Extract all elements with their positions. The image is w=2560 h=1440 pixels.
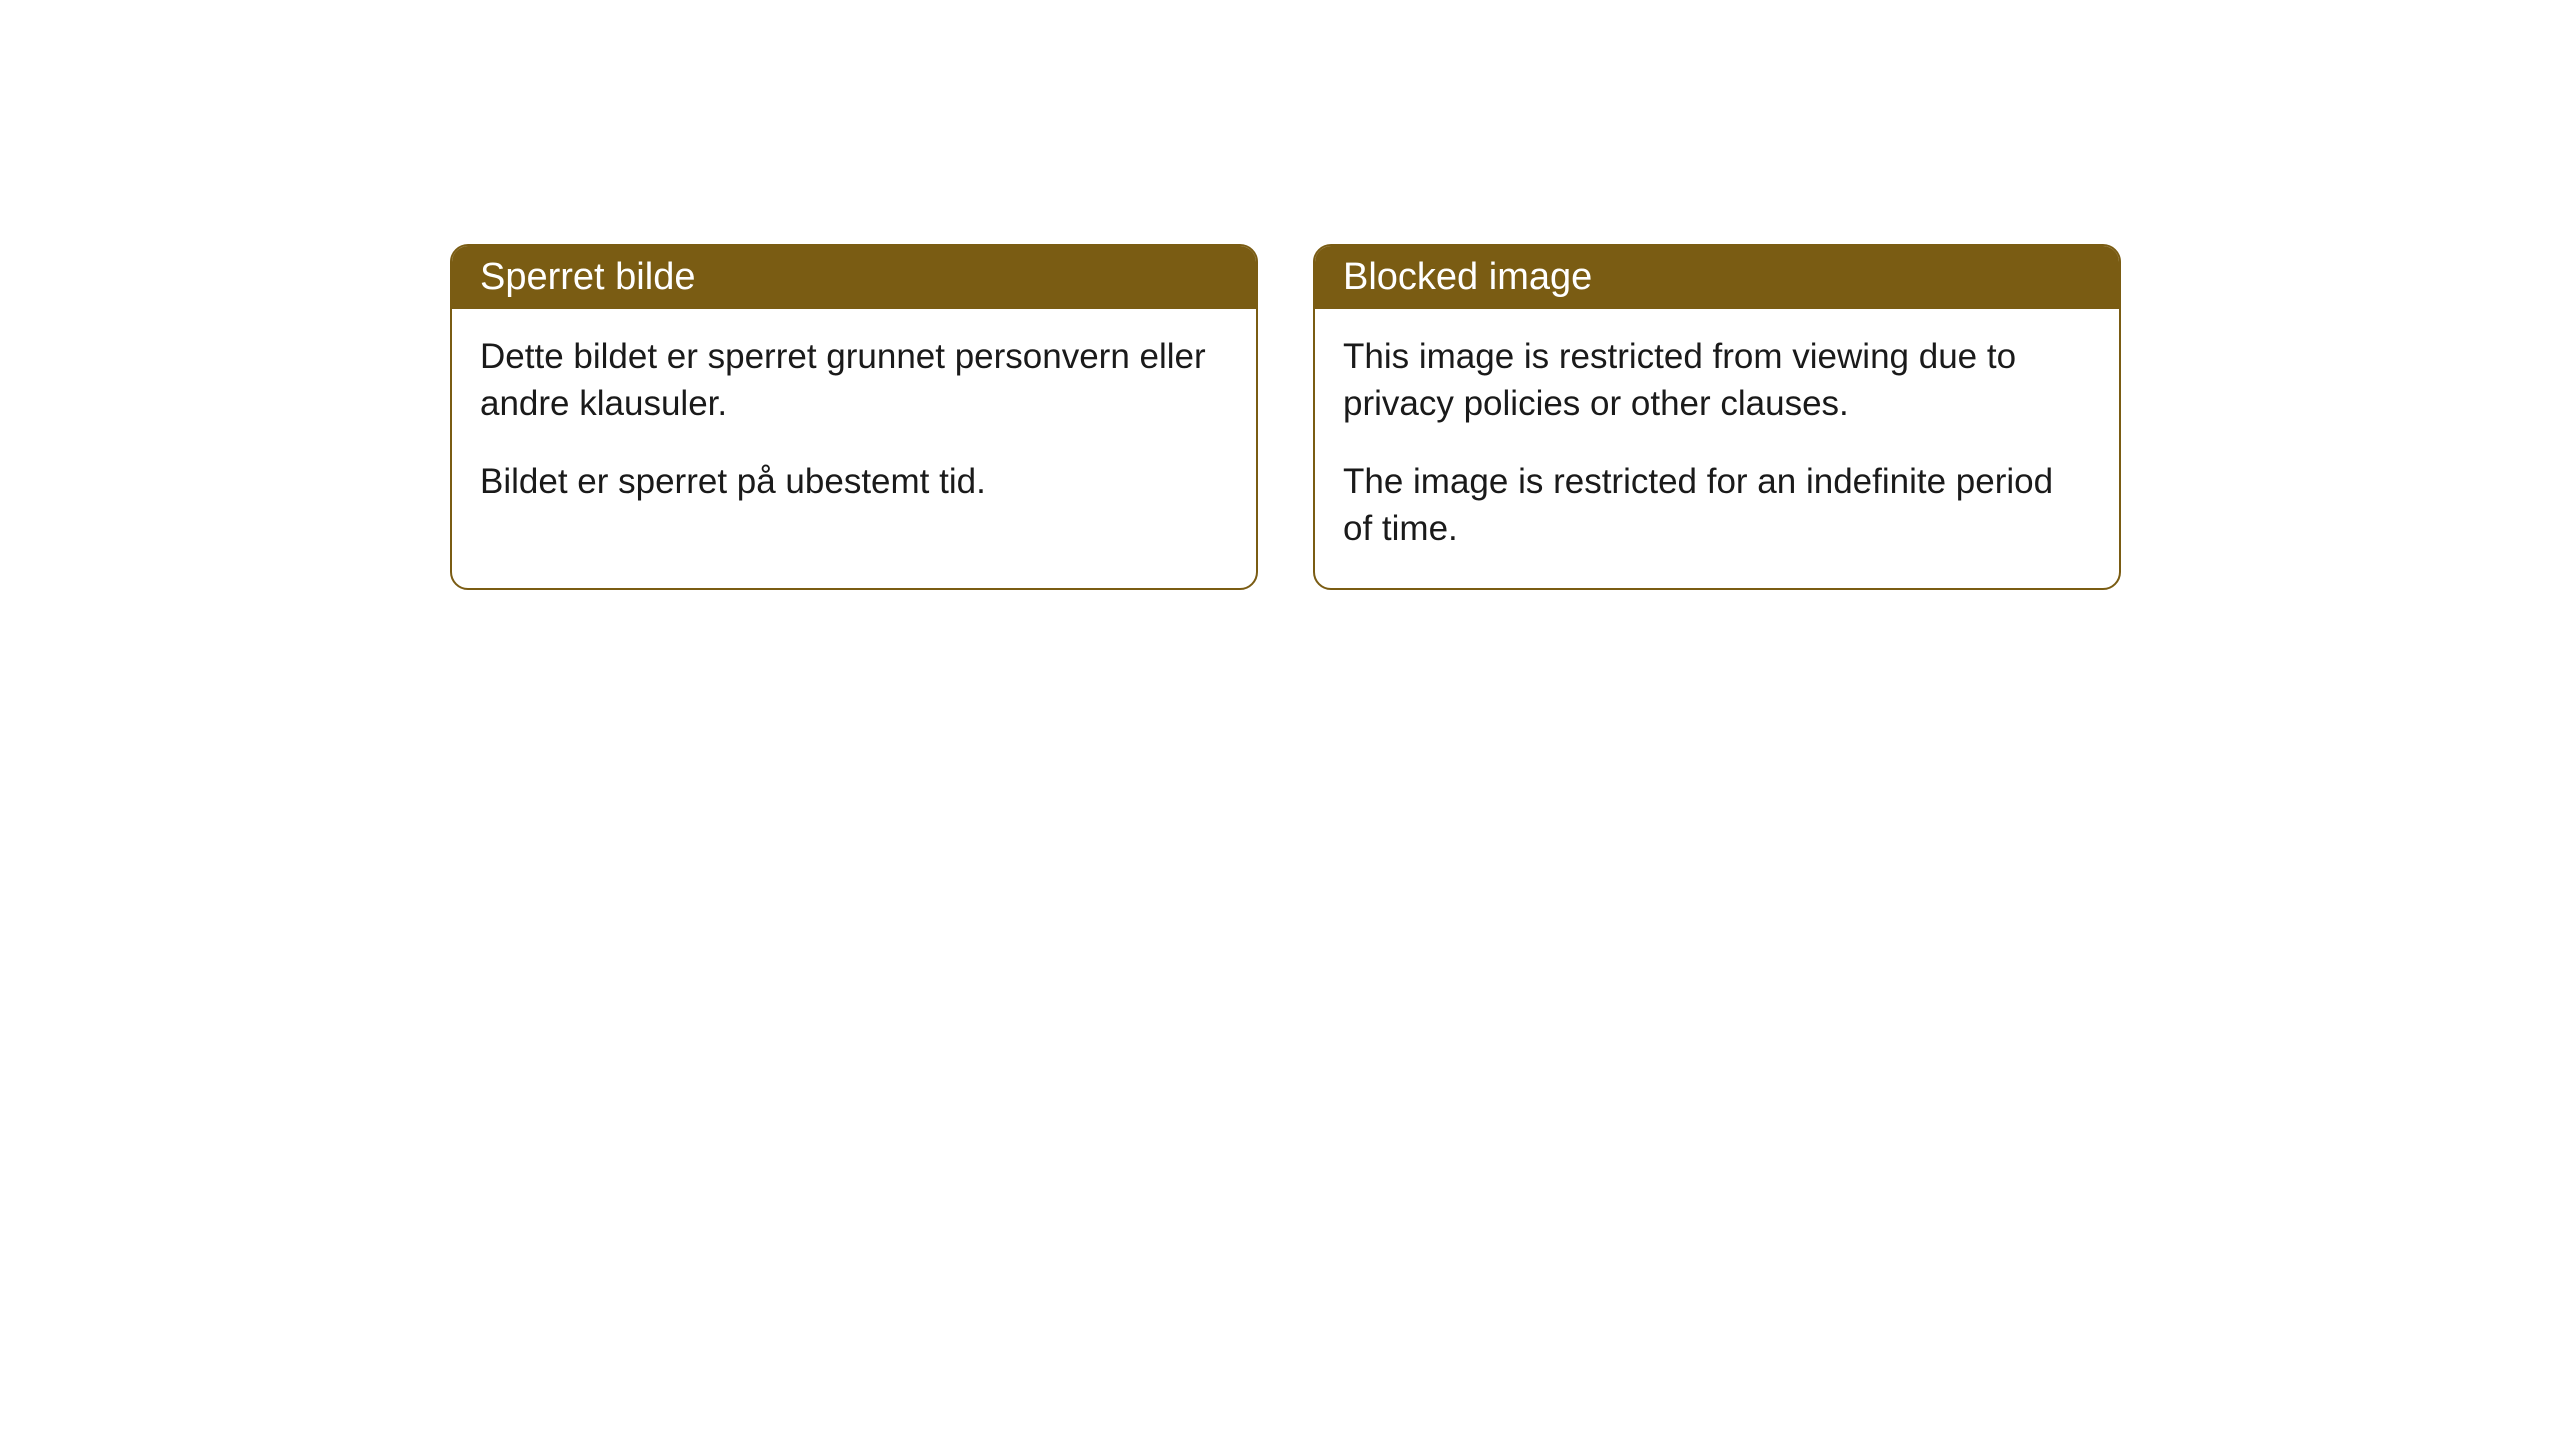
card-header: Sperret bilde [452,246,1256,309]
notice-cards-container: Sperret bilde Dette bildet er sperret gr… [450,244,2121,590]
card-paragraph: Dette bildet er sperret grunnet personve… [480,333,1228,428]
card-title: Sperret bilde [480,256,695,298]
card-paragraph: Bildet er sperret på ubestemt tid. [480,458,1228,505]
card-title: Blocked image [1343,256,1592,298]
notice-card-norwegian: Sperret bilde Dette bildet er sperret gr… [450,244,1258,590]
card-paragraph: This image is restricted from viewing du… [1343,333,2091,428]
card-header: Blocked image [1315,246,2119,309]
card-paragraph: The image is restricted for an indefinit… [1343,458,2091,553]
notice-card-english: Blocked image This image is restricted f… [1313,244,2121,590]
card-body: This image is restricted from viewing du… [1315,309,2119,588]
card-body: Dette bildet er sperret grunnet personve… [452,309,1256,541]
